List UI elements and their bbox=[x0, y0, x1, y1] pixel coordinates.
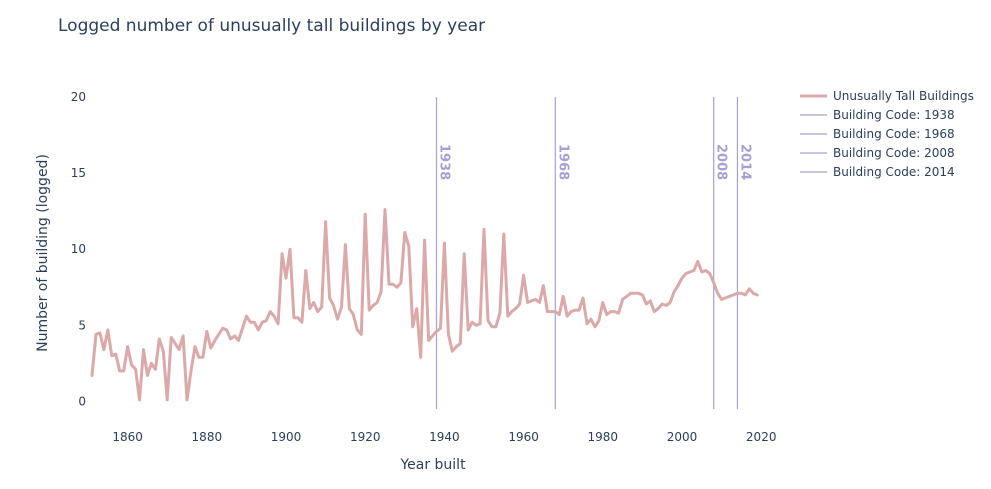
y-tick-label: 0 bbox=[78, 394, 86, 408]
y-axis: 0 5 10 15 20 bbox=[71, 90, 86, 408]
x-tick-label: 1880 bbox=[192, 430, 223, 444]
legend[interactable]: Unusually Tall Buildings Building Code: 1… bbox=[800, 89, 974, 179]
x-tick-label: 1900 bbox=[271, 430, 302, 444]
legend-label: Unusually Tall Buildings bbox=[833, 89, 974, 103]
building-code-label: 2014 bbox=[737, 144, 752, 180]
x-tick-label: 1940 bbox=[429, 430, 460, 444]
building-code-label: 1938 bbox=[437, 144, 452, 180]
series-line[interactable] bbox=[90, 208, 759, 402]
y-axis-title: Number of building (logged) bbox=[35, 154, 51, 352]
x-tick-label: 1960 bbox=[508, 430, 539, 444]
legend-label: Building Code: 1968 bbox=[833, 127, 955, 141]
chart-title: Logged number of unusually tall building… bbox=[58, 16, 485, 36]
legend-item[interactable]: Building Code: 1968 bbox=[800, 127, 955, 141]
legend-label: Building Code: 1938 bbox=[833, 108, 955, 122]
y-tick-label: 15 bbox=[71, 166, 86, 180]
x-tick-label: 1860 bbox=[112, 430, 143, 444]
legend-item[interactable]: Building Code: 1938 bbox=[800, 108, 955, 122]
building-code-label: 1968 bbox=[555, 144, 570, 180]
x-tick-label: 2020 bbox=[746, 430, 777, 444]
y-tick-label: 20 bbox=[71, 90, 86, 104]
legend-label: Building Code: 2014 bbox=[833, 165, 955, 179]
y-tick-label: 5 bbox=[78, 318, 86, 332]
legend-item[interactable]: Building Code: 2008 bbox=[800, 146, 955, 160]
reference-lines: 1938 1968 2008 2014 bbox=[435, 97, 752, 409]
y-tick-label: 10 bbox=[71, 242, 86, 256]
building-code-label: 2008 bbox=[714, 144, 729, 180]
legend-item[interactable]: Unusually Tall Buildings bbox=[800, 89, 974, 103]
legend-item[interactable]: Building Code: 2014 bbox=[800, 165, 955, 179]
x-axis-title: Year built bbox=[399, 457, 466, 473]
x-tick-label: 1920 bbox=[350, 430, 381, 444]
x-axis: 1860 1880 1900 1920 1940 1960 1980 2000 2020 bbox=[112, 430, 776, 444]
x-tick-label: 1980 bbox=[588, 430, 619, 444]
x-tick-label: 2000 bbox=[667, 430, 698, 444]
series-group bbox=[90, 208, 759, 402]
legend-label: Building Code: 2008 bbox=[833, 146, 955, 160]
